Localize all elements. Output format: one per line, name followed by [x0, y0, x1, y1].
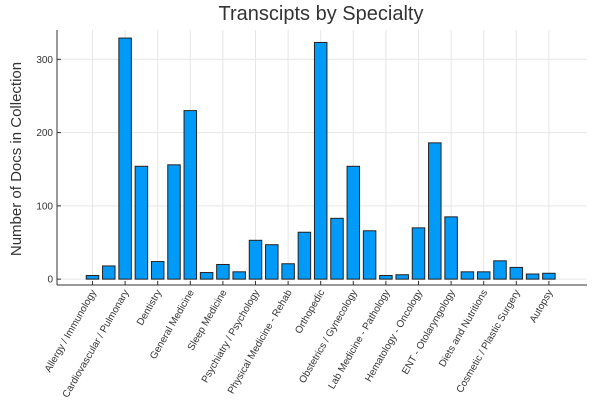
- y-tick-label: 200: [36, 128, 53, 139]
- x-tick-label: Hematology - Oncology: [363, 288, 425, 384]
- y-tick-label: 0: [47, 275, 53, 286]
- bar: [102, 265, 116, 280]
- y-tick-labels: 0 100 200 300: [36, 55, 53, 286]
- x-tick-label: Orthopedic: [293, 288, 327, 336]
- chart-title: Transcipts by Specialty: [219, 3, 424, 25]
- bar: [150, 261, 165, 280]
- x-tick-label: Cardiovascular / Pulmonary: [61, 288, 132, 400]
- x-tick-label: Dentistry: [135, 288, 164, 328]
- bar: [525, 273, 540, 280]
- bar: [297, 231, 312, 280]
- bar: [428, 142, 442, 280]
- x-tick-label: Cosmetic / Plastic Surgery: [455, 288, 523, 395]
- y-tick-label: 300: [36, 55, 53, 66]
- bar: [232, 271, 246, 280]
- bar: [265, 244, 279, 280]
- x-tick-label: Autopsy: [528, 288, 556, 325]
- bar: [542, 272, 556, 280]
- bar: [118, 37, 132, 280]
- bar-layer: [85, 37, 556, 280]
- y-axis-label: Number of Docs in Collection: [8, 62, 25, 256]
- bar: [346, 165, 361, 280]
- bar: [167, 164, 181, 280]
- bar: [509, 266, 524, 280]
- bar: [216, 263, 230, 280]
- bar: [330, 217, 344, 280]
- x-tick-label: Lab Medicine - Pathology: [327, 288, 393, 391]
- bar: [313, 41, 328, 280]
- x-tick-label: Obstetrics / Gynecology: [297, 288, 360, 385]
- bar: [476, 271, 491, 280]
- bar: [460, 271, 475, 280]
- x-tick-label: Physical Medicine - Rehab: [226, 288, 295, 396]
- bar: [281, 263, 295, 280]
- bar: [444, 216, 458, 280]
- bar: [362, 230, 377, 280]
- bar: [85, 274, 100, 280]
- bar: [411, 227, 426, 280]
- axis-layer: [56, 30, 587, 286]
- bar: [248, 239, 263, 280]
- bar: [134, 165, 149, 280]
- bar: [199, 272, 214, 280]
- bar: [493, 260, 507, 280]
- bar: [395, 274, 409, 280]
- y-tick-label: 100: [36, 201, 53, 212]
- bar: [379, 274, 393, 280]
- bar: [183, 110, 198, 280]
- x-tick-label: Psychiatry / Psychology: [200, 288, 262, 385]
